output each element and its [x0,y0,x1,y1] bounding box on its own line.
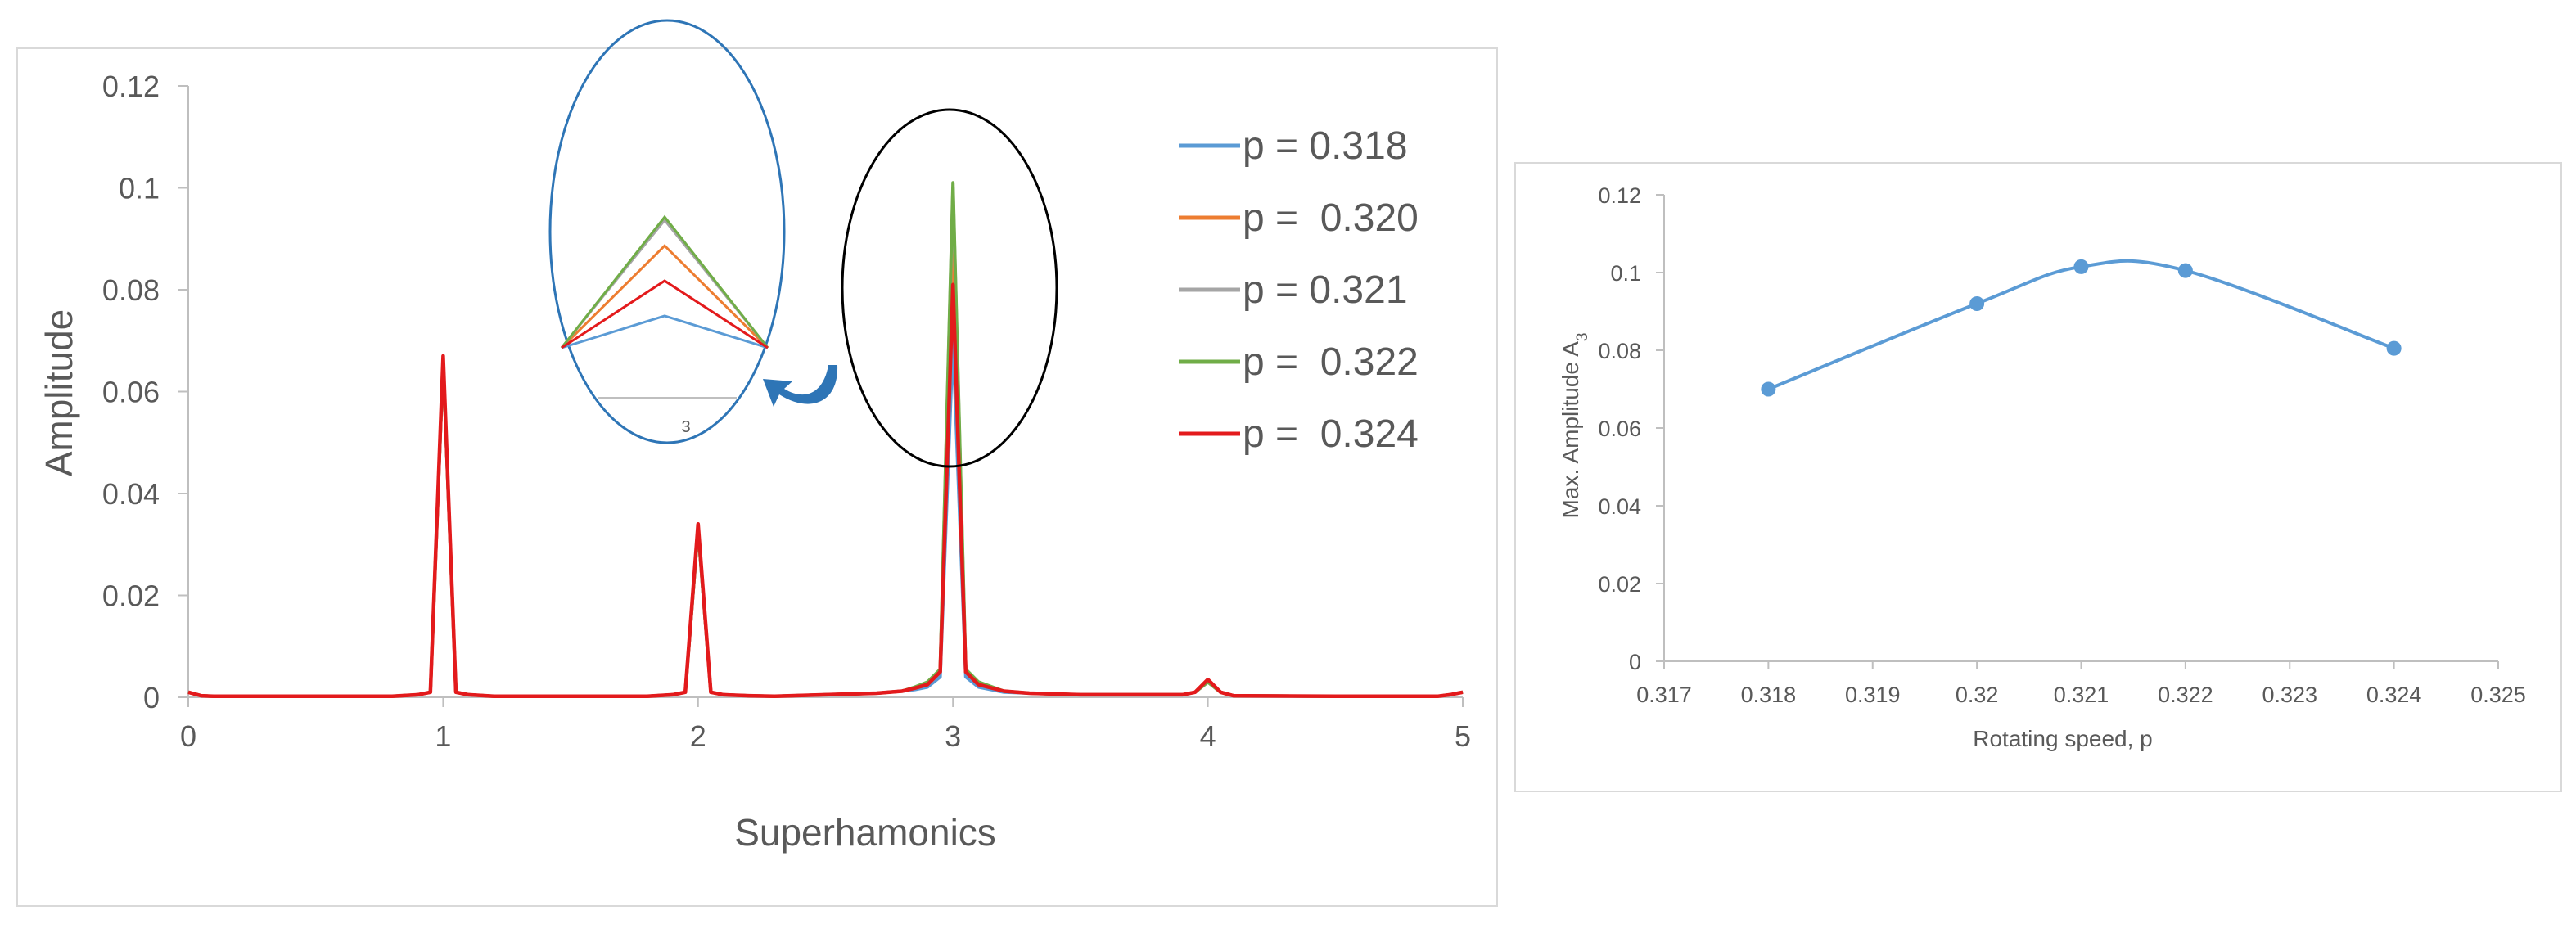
max-amplitude-x-tick-label: 0.319 [1845,683,1901,707]
max-amplitude-point [2177,263,2193,278]
spectrum-y-tick-label: 0.08 [102,273,160,307]
max-amplitude-x-tick-label: 0.32 [1956,683,1999,707]
max-amplitude-y-tick-label: 0.1 [1610,261,1641,286]
legend-entry-label: p = 0.320 [1243,196,1419,240]
spectrum-y-tick-label: 0.06 [102,376,160,409]
max-amplitude-x-tick-label: 0.322 [2158,683,2213,707]
spectrum-y-axis-label: Amplitude [38,309,80,477]
legend-entry-label: p = 0.321 [1243,268,1408,312]
curved-arrow-icon [763,365,838,407]
peak-highlight-ellipse [841,108,1058,468]
spectrum-x-axis-label: Superhamonics [734,811,996,854]
max-amplitude-y-tick-label: 0.04 [1598,494,1641,519]
max-amplitude-point [2386,340,2402,356]
max-amplitude-x-tick-label: 0.323 [2262,683,2317,707]
inset-series-line [561,279,769,349]
inset-tick-label: 3 [681,418,690,436]
spectrum-y-tick-label: 0.02 [102,579,160,613]
max-amplitude-x-ticks: 0.317 0.318 0.319 0.32 0.321 0.322 0.323 0.324 0… [1636,661,2526,707]
max-amplitude-x-tick-label: 0.321 [2054,683,2109,707]
max-amplitude-curve [1767,259,2395,391]
inset-series [560,214,769,349]
spectrum-x-tick-label: 1 [435,719,451,753]
max-amplitude-x-tick-label: 0.324 [2366,683,2422,707]
inset-series-line [560,244,769,349]
max-amplitude-x-axis-label: Rotating speed, p [1973,726,2153,751]
max-amplitude-chart-panel [1514,162,2562,792]
spectrum-x-tick-label: 2 [690,719,706,753]
legend-entry-label: p = 0.318 [1243,124,1408,168]
max-amplitude-point [1761,381,1776,397]
legend-entry-label: p = 0.324 [1243,412,1419,456]
max-amplitude-y-axis-label: Max. Amplitude A3 [1558,333,1591,519]
max-amplitude-chart: 0 0.02 0.04 0.06 0.08 0.1 0.12 0.317 0.318 0.319… [1558,183,2526,751]
spectrum-x-ticks: 0 1 2 3 4 5 [180,697,1471,753]
spectrum-y-tick-label: 0 [143,681,160,714]
max-amplitude-y-ticks: 0 0.02 0.04 0.06 0.08 0.1 0.12 [1598,183,1664,674]
spectrum-y-tick-label: 0.04 [102,477,160,511]
spectrum-x-tick-label: 3 [945,719,961,753]
max-amplitude-x-tick-label: 0.317 [1636,683,1692,707]
max-amplitude-series [1761,259,2402,397]
spectrum-chart-panel [16,47,1498,907]
zoom-ellipse [548,19,786,444]
spectrum-x-tick-label: 5 [1455,719,1471,753]
inset-series-line [561,314,769,349]
max-amplitude-y-tick-label: 0.06 [1598,417,1641,441]
spectrum-y-tick-label: 0.12 [102,70,160,103]
max-amplitude-x-tick-label: 0.325 [2470,683,2526,707]
spectrum-series-line [187,282,1464,699]
max-amplitude-y-tick-label: 0.12 [1598,183,1641,208]
spectrum-series [187,181,1464,699]
max-amplitude-point [1969,296,1985,311]
inset-series-line [560,214,769,349]
spectrum-y-ticks: 0 0.02 0.04 0.06 0.08 0.1 0.12 [102,70,188,714]
legend-entry-label: p = 0.322 [1243,340,1419,384]
max-amplitude-y-tick-label: 0 [1629,650,1641,674]
max-amplitude-y-tick-label: 0.02 [1598,572,1641,597]
spectrum-x-tick-label: 4 [1200,719,1216,753]
spectrum-y-tick-label: 0.1 [119,172,160,205]
peak-zoom-inset: 3 [548,19,786,444]
spectrum-x-tick-label: 0 [180,719,196,753]
max-amplitude-point [2073,259,2089,274]
max-amplitude-y-tick-label: 0.08 [1598,339,1641,363]
spectrum-chart: 0 0.02 0.04 0.06 0.08 0.1 0.12 0 1 2 3 4 5 Amplitud… [38,19,1471,854]
max-amplitude-x-tick-label: 0.318 [1741,683,1797,707]
spectrum-legend: p = 0.318 p = 0.320 p = 0.321 p = 0.322 p = … [1179,124,1419,456]
